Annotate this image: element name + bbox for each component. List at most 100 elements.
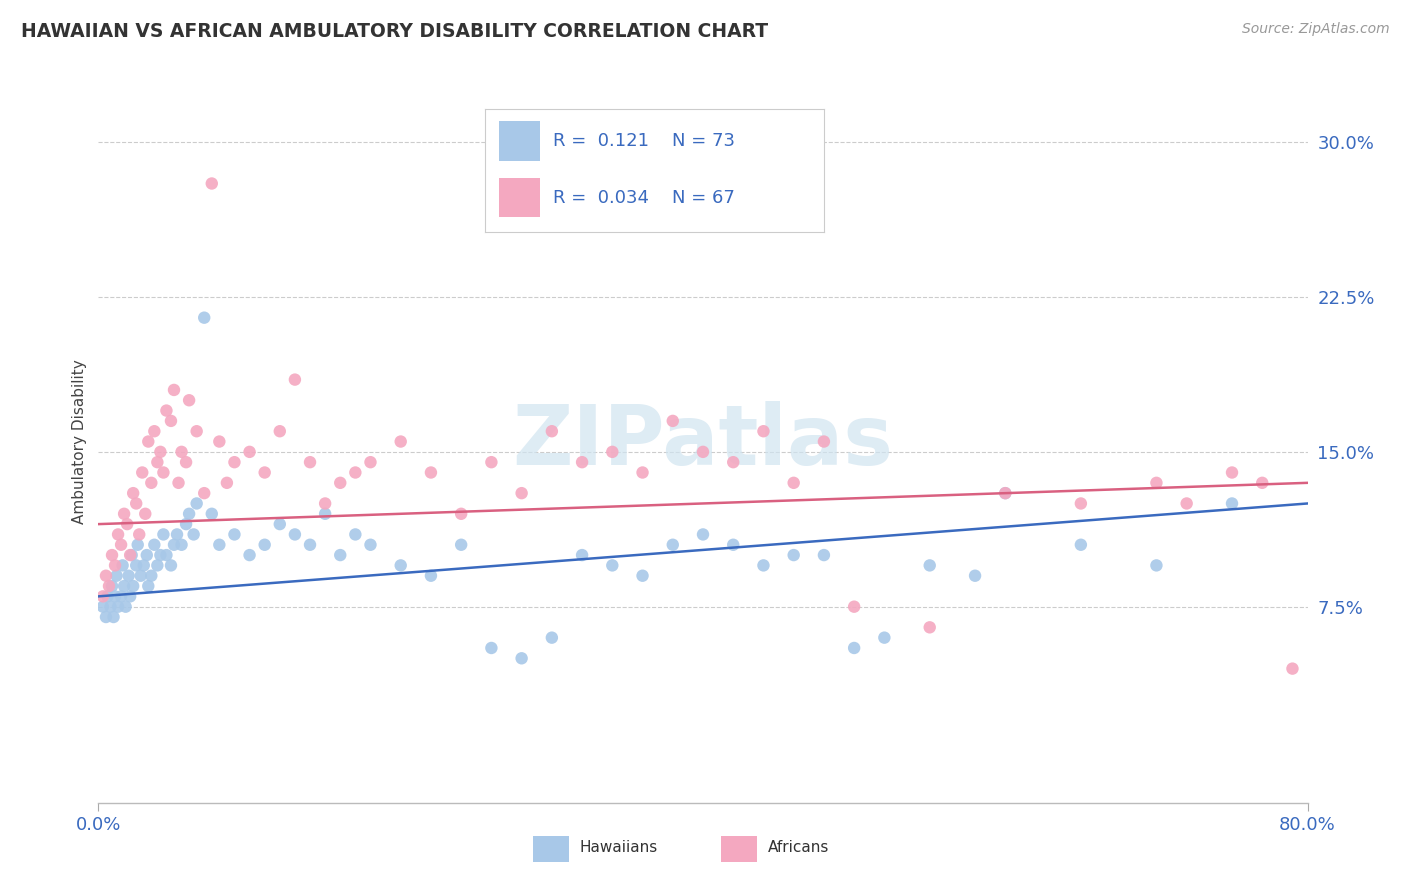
Point (420, 466, 443, 480)
Point (299, 455, 322, 469)
Point (344, 527, 367, 541)
Point (481, 455, 503, 469)
Point (1146, 558, 1168, 573)
Point (104, 590, 127, 604)
Point (994, 486, 1017, 500)
Point (91, 590, 114, 604)
Point (136, 579, 159, 593)
Point (179, 393, 201, 408)
Point (239, 445, 262, 459)
Point (103, 610, 125, 624)
Point (813, 548, 835, 562)
Point (131, 466, 153, 480)
Point (136, 434, 159, 449)
Point (253, 466, 276, 480)
Point (94, 610, 117, 624)
Point (110, 590, 132, 604)
Point (389, 434, 412, 449)
Point (111, 558, 134, 573)
Point (107, 527, 129, 541)
Point (128, 527, 150, 541)
Point (120, 548, 142, 562)
Point (571, 548, 593, 562)
Point (208, 538, 231, 552)
Point (112, 507, 135, 521)
Point (125, 558, 148, 573)
Point (98, 579, 121, 593)
Point (965, 568, 987, 582)
Text: HAWAIIAN VS AFRICAN AMBULATORY DISABILITY CORRELATION CHART: HAWAIIAN VS AFRICAN AMBULATORY DISABILIT… (21, 22, 768, 41)
Point (918, 558, 941, 573)
Point (201, 177, 224, 191)
Point (1251, 475, 1274, 490)
Point (101, 579, 124, 593)
Point (163, 538, 186, 552)
Point (121, 548, 143, 562)
Point (692, 445, 714, 459)
Point (146, 558, 169, 573)
Point (152, 527, 174, 541)
Point (193, 486, 215, 500)
Point (94, 568, 117, 582)
Point (481, 640, 503, 655)
Point (160, 558, 183, 573)
Point (208, 434, 231, 449)
Point (1070, 496, 1092, 510)
Point (360, 455, 382, 469)
Point (631, 568, 654, 582)
Point (269, 424, 291, 438)
Point (129, 568, 152, 582)
Point (170, 445, 193, 459)
Point (329, 548, 352, 562)
Point (141, 568, 163, 582)
Point (167, 475, 190, 490)
Point (994, 486, 1017, 500)
Point (1070, 538, 1092, 552)
Text: Source: ZipAtlas.com: Source: ZipAtlas.com (1241, 22, 1389, 37)
Point (174, 455, 197, 469)
Point (115, 517, 138, 532)
Point (510, 486, 533, 500)
Point (166, 527, 188, 541)
Point (299, 538, 322, 552)
Point (752, 424, 775, 438)
Point (146, 455, 169, 469)
Point (170, 538, 193, 552)
Point (201, 507, 224, 521)
Point (269, 517, 291, 532)
Point (141, 475, 163, 490)
Point (602, 445, 624, 459)
Point (110, 538, 132, 552)
Point (1281, 662, 1303, 676)
Point (105, 568, 128, 582)
Point (540, 631, 562, 645)
Point (91, 599, 114, 614)
Point (186, 424, 208, 438)
Point (215, 475, 238, 490)
Point (450, 507, 472, 521)
Point (174, 517, 197, 532)
Point (631, 466, 654, 480)
Point (143, 538, 166, 552)
Point (120, 590, 142, 604)
Point (420, 568, 443, 582)
Point (149, 445, 172, 459)
Point (149, 548, 172, 562)
Point (253, 538, 276, 552)
Point (114, 599, 136, 614)
Point (152, 466, 174, 480)
Point (143, 424, 166, 438)
Point (155, 403, 177, 417)
Point (813, 434, 835, 449)
Point (661, 414, 683, 428)
Point (118, 568, 141, 582)
Point (1175, 496, 1198, 510)
Point (193, 310, 215, 325)
Point (100, 599, 122, 614)
Point (224, 455, 246, 469)
Point (122, 486, 145, 500)
Point (844, 599, 866, 614)
Point (179, 507, 201, 521)
Point (1220, 496, 1243, 510)
Point (873, 631, 896, 645)
